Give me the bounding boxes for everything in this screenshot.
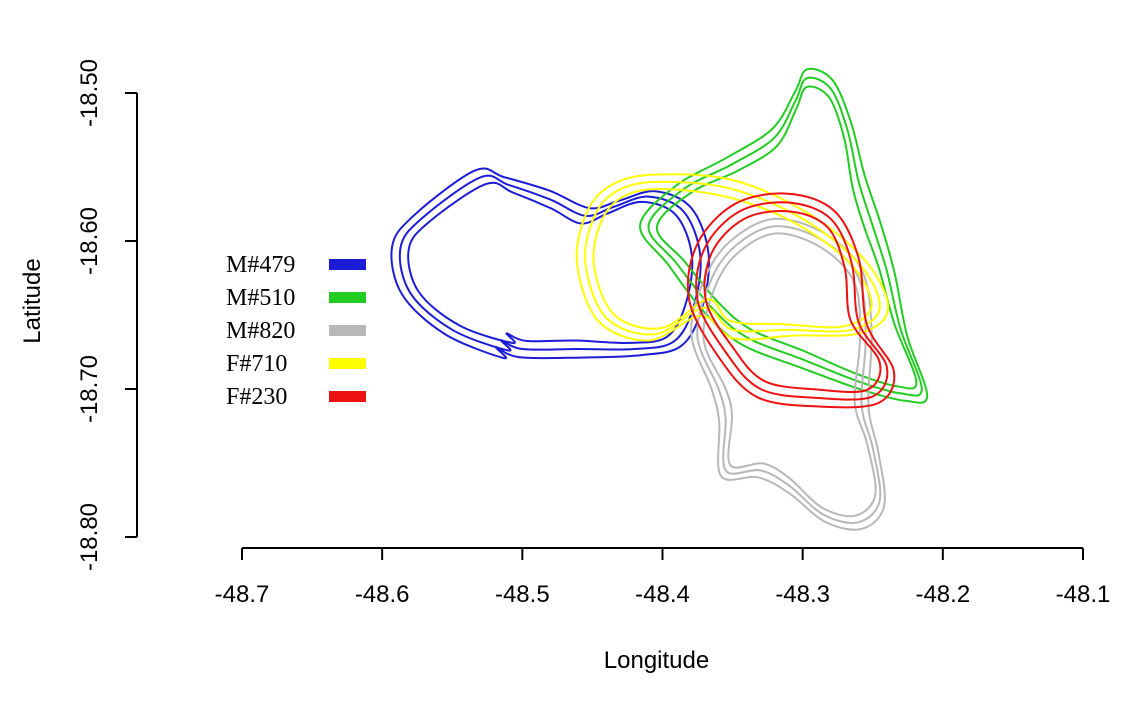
contour-line bbox=[647, 76, 923, 397]
legend-swatch bbox=[329, 292, 366, 303]
legend-swatch bbox=[329, 391, 366, 402]
contour-line bbox=[398, 174, 702, 352]
contour-line bbox=[695, 201, 889, 401]
legend-swatch bbox=[329, 325, 366, 336]
x-tick-label: -48.3 bbox=[775, 581, 830, 608]
legend: M#479 M#510 M#820 F#710 F#230 bbox=[226, 252, 366, 410]
x-tick-label: -48.2 bbox=[915, 581, 970, 608]
contour-layer bbox=[390, 67, 929, 531]
x-axis-title: Longitude bbox=[604, 647, 709, 674]
legend-swatch bbox=[329, 358, 366, 369]
contour-line bbox=[696, 225, 882, 524]
series-M479-contours bbox=[390, 167, 711, 360]
y-ticks: -18.50 -18.60 -18.70 -18.80 bbox=[76, 59, 137, 571]
y-tick-label: -18.60 bbox=[76, 207, 103, 275]
axes: -18.50 -18.60 -18.70 -18.80 -48.7 -48.6 -48.5… bbox=[19, 59, 1110, 674]
x-tick-label: -48.4 bbox=[635, 581, 690, 608]
legend-label: M#479 bbox=[226, 252, 295, 278]
contour-line bbox=[639, 67, 929, 404]
x-ticks: -48.7 -48.6 -48.5 -48.4 -48.3 -48.2 -48.1 bbox=[215, 548, 1111, 608]
series-F230-contours bbox=[686, 192, 896, 409]
contour-line bbox=[686, 192, 896, 409]
series-M820-contours bbox=[690, 217, 886, 531]
contour-line bbox=[703, 210, 882, 394]
series-M510-contours bbox=[639, 67, 929, 404]
x-tick-label: -48.7 bbox=[215, 581, 270, 608]
y-tick-label: -18.50 bbox=[76, 59, 103, 127]
x-tick-label: -48.5 bbox=[495, 581, 550, 608]
y-tick-label: -18.70 bbox=[76, 355, 103, 423]
legend-label: M#510 bbox=[226, 285, 295, 311]
contour-line bbox=[584, 180, 881, 336]
y-tick-label: -18.80 bbox=[76, 503, 103, 571]
contour-line bbox=[407, 181, 694, 345]
contour-line bbox=[592, 187, 873, 330]
x-tick-label: -48.1 bbox=[1056, 581, 1111, 608]
legend-label: F#230 bbox=[226, 384, 287, 410]
contour-line bbox=[390, 167, 711, 360]
legend-swatch bbox=[329, 259, 366, 270]
contour-line bbox=[655, 85, 918, 390]
y-axis-title: Latitude bbox=[19, 258, 46, 343]
legend-label: M#820 bbox=[226, 318, 295, 344]
x-tick-label: -48.6 bbox=[355, 581, 410, 608]
legend-label: F#710 bbox=[226, 351, 287, 377]
